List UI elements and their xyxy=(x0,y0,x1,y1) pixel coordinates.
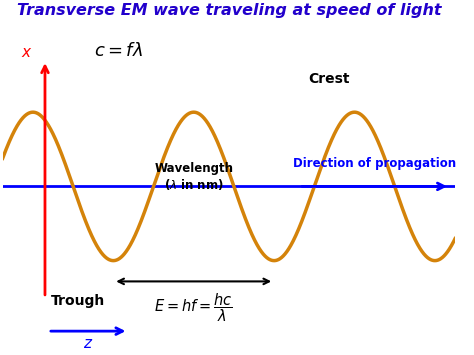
Text: $c = f\lambda$: $c = f\lambda$ xyxy=(94,42,143,60)
Text: $E = hf = \dfrac{hc}{\lambda}$: $E = hf = \dfrac{hc}{\lambda}$ xyxy=(154,292,233,324)
Text: Wavelength
($\lambda$ in nm): Wavelength ($\lambda$ in nm) xyxy=(154,162,233,192)
Text: $z$: $z$ xyxy=(83,336,93,351)
Text: Direction of propagation: Direction of propagation xyxy=(293,157,456,170)
Text: Crest: Crest xyxy=(309,72,350,86)
Title: Transverse EM wave traveling at speed of light: Transverse EM wave traveling at speed of… xyxy=(17,3,441,18)
Text: Trough: Trough xyxy=(51,294,105,308)
Text: $x$: $x$ xyxy=(21,45,33,60)
